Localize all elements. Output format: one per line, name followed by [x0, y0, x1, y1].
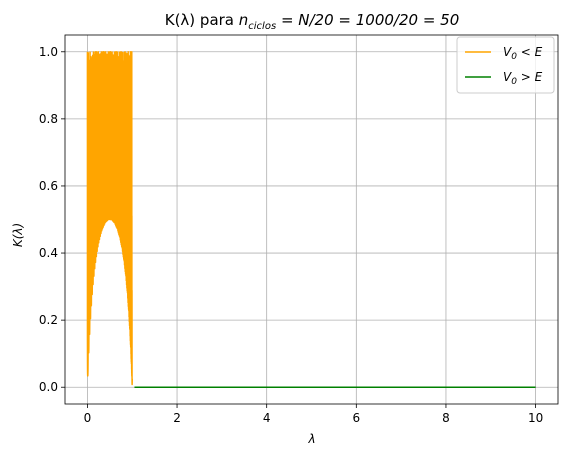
- x-tick-label: 8: [442, 411, 450, 425]
- y-tick-label: 0.0: [39, 380, 58, 394]
- x-axis-label: λ: [307, 432, 315, 446]
- y-tick-label: 0.4: [39, 246, 58, 260]
- legend-label-v0-less-e: V0 < E: [503, 45, 543, 62]
- y-tick-label: 0.2: [39, 313, 58, 327]
- x-tick-label: 10: [528, 411, 543, 425]
- x-tick-label: 2: [173, 411, 181, 425]
- x-tick-label: 0: [84, 411, 92, 425]
- legend: V0 < E V0 > E: [456, 36, 555, 94]
- ticks: 0 2 4 6 8 10 0.0 0.2 0.4 0.6 0.8 1.0: [39, 45, 543, 425]
- chart-title: K(λ) para nciclos = N/20 = 1000/20 = 50: [165, 11, 460, 32]
- series-line-v0-less-e: [86, 51, 133, 386]
- y-tick-label: 1.0: [39, 45, 58, 59]
- legend-label-v0-greater-e: V0 > E: [503, 70, 543, 87]
- y-tick-label: 0.6: [39, 179, 58, 193]
- y-tick-label: 0.8: [39, 112, 58, 126]
- y-axis-label: K(λ): [11, 223, 25, 247]
- plot-frame: [64, 34, 559, 405]
- legend-box: [456, 36, 555, 94]
- x-tick-label: 6: [352, 411, 360, 425]
- x-tick-label: 4: [263, 411, 271, 425]
- series-layer: [86, 51, 536, 388]
